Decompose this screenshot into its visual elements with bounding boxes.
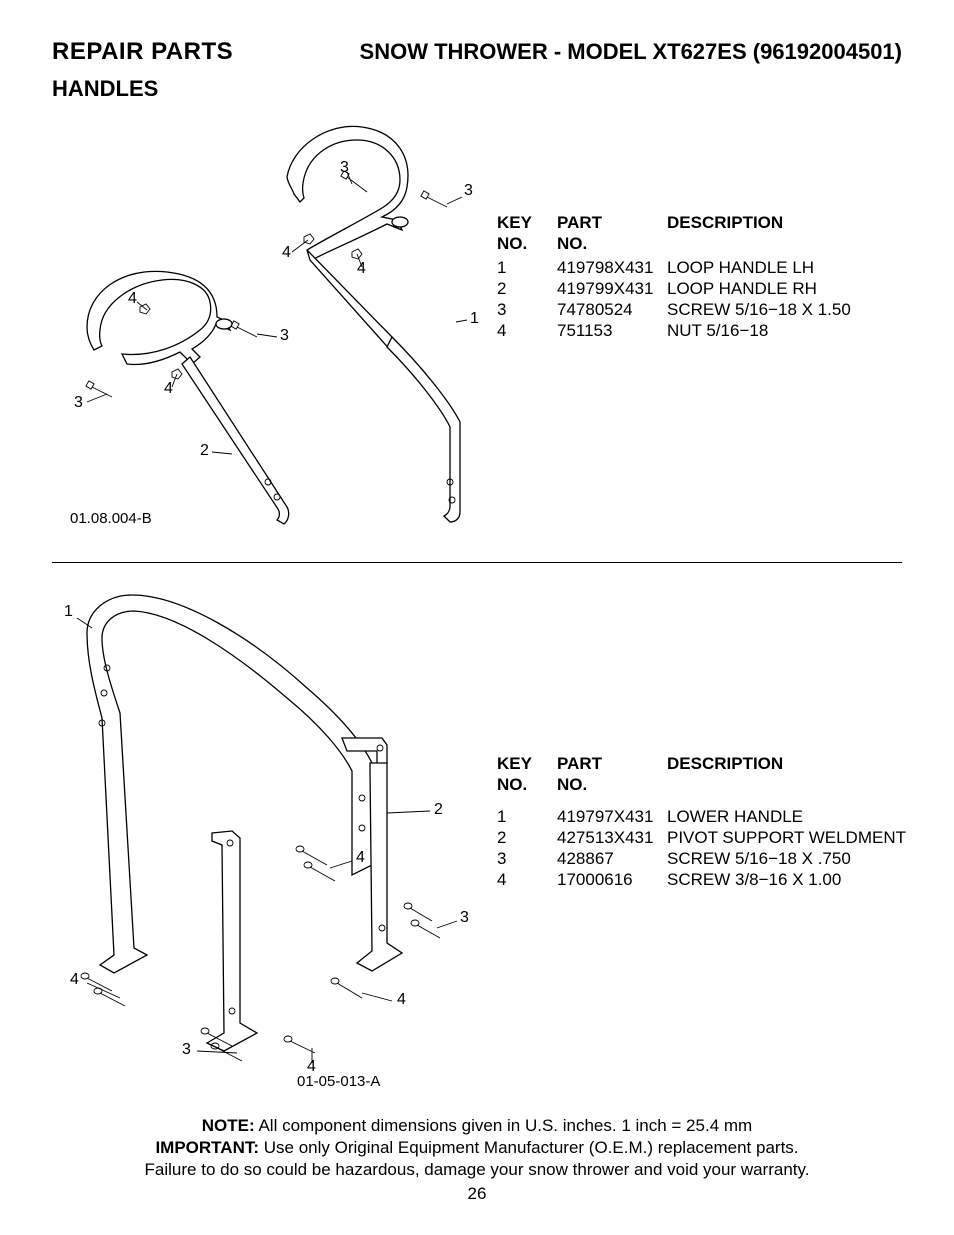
fig1-drawing-code: 01.08.004-B (70, 510, 152, 527)
fig1-callout-4c: 4 (128, 290, 137, 308)
fig2-callout-4c: 4 (70, 971, 79, 989)
table-row: 3 74780524 SCREW 5/16−18 X 1.50 (497, 299, 851, 320)
header-part: PARTNO. (557, 212, 667, 255)
fig2-parts-table: KEYNO. PARTNO. DESCRIPTION 1 419797X431 … (497, 753, 906, 891)
fig1-callout-3d: 3 (280, 327, 289, 345)
page-footer: NOTE: All component dimensions given in … (0, 1115, 954, 1205)
page-header: REPAIR PARTS SNOW THROWER - MODEL XT627E… (52, 38, 902, 66)
header-desc: DESCRIPTION (667, 212, 851, 255)
figure1-diagram (52, 112, 472, 562)
header-key: KEYNO. (497, 753, 557, 796)
section-title: HANDLES (52, 76, 902, 102)
note-line: NOTE: All component dimensions given in … (0, 1115, 954, 1137)
important-text: Use only Original Equipment Manufacturer… (264, 1138, 799, 1157)
table-header: KEYNO. PARTNO. DESCRIPTION (497, 212, 851, 255)
model-prefix: SNOW THROWER - MODEL (360, 39, 647, 64)
table-row: 2 427513X431 PIVOT SUPPORT WELDMENT (497, 827, 906, 848)
model-code: (96192004501) (753, 39, 902, 64)
table-row: 2 419799X431 LOOP HANDLE RH (497, 278, 851, 299)
fig2-callout-1: 1 (64, 603, 73, 621)
fig1-callout-2: 2 (200, 442, 209, 460)
figure2-area: 1 2 4 3 4 4 3 4 01-05-013-A KEYNO. PARTN… (52, 583, 902, 1083)
fig1-callout-1: 1 (470, 310, 479, 328)
fig2-callout-4a: 4 (356, 849, 365, 867)
fig1-callout-4a: 4 (282, 244, 291, 262)
table-row: 3 428867 SCREW 5/16−18 X .750 (497, 848, 906, 869)
table-row: 4 17000616 SCREW 3/8−16 X 1.00 (497, 869, 906, 890)
table-row: 1 419798X431 LOOP HANDLE LH (497, 257, 851, 278)
fig2-callout-4b: 4 (397, 991, 406, 1009)
page-number: 26 (0, 1183, 954, 1205)
figure1-area: 3 3 4 4 1 4 3 3 4 2 01.08.004-B KEYNO. P… (52, 112, 902, 562)
fig1-callout-4b: 4 (357, 260, 366, 278)
note-label: NOTE: (202, 1116, 255, 1135)
important-line: IMPORTANT: Use only Original Equipment M… (0, 1137, 954, 1159)
header-part: PARTNO. (557, 753, 667, 796)
model-number: XT627ES (652, 39, 746, 64)
fig2-callout-2: 2 (434, 801, 443, 819)
fig1-parts-table: KEYNO. PARTNO. DESCRIPTION 1 419798X431 … (497, 212, 851, 342)
table-row: 4 751153 NUT 5/16−18 (497, 320, 851, 341)
repair-parts-title: REPAIR PARTS (52, 38, 233, 66)
figure2-diagram (52, 583, 472, 1083)
warning-line: Failure to do so could be hazardous, dam… (0, 1159, 954, 1181)
section-divider (52, 562, 902, 563)
fig2-drawing-code: 01-05-013-A (297, 1073, 380, 1090)
fig1-callout-3b: 3 (464, 182, 473, 200)
header-desc: DESCRIPTION (667, 753, 906, 796)
model-line: SNOW THROWER - MODEL XT627ES (9619200450… (360, 39, 902, 65)
fig2-callout-3b: 3 (182, 1041, 191, 1059)
fig1-callout-3c: 3 (74, 394, 83, 412)
note-text: All component dimensions given in U.S. i… (258, 1116, 752, 1135)
header-key: KEYNO. (497, 212, 557, 255)
fig1-callout-3a: 3 (340, 159, 349, 177)
important-label: IMPORTANT: (155, 1138, 259, 1157)
fig2-callout-3a: 3 (460, 909, 469, 927)
table-row: 1 419797X431 LOWER HANDLE (497, 806, 906, 827)
fig1-callout-4d: 4 (164, 380, 173, 398)
table-header: KEYNO. PARTNO. DESCRIPTION (497, 753, 906, 796)
